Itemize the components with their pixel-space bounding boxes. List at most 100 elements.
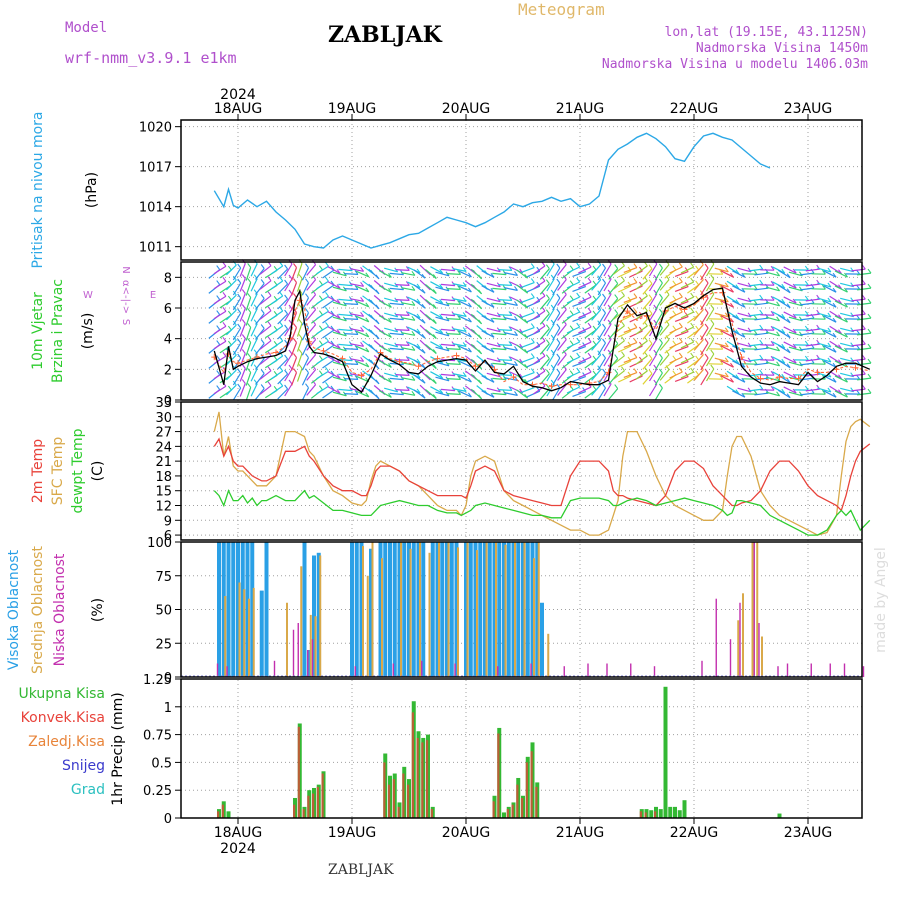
wind-barb-flag xyxy=(730,377,734,383)
wind-barb xyxy=(316,355,329,365)
wind-barb-flag xyxy=(735,359,740,365)
wind-barb xyxy=(277,268,289,280)
wind-barb xyxy=(413,329,426,339)
wind-barb-flag xyxy=(704,323,709,329)
wind-barb-flag xyxy=(439,373,444,379)
wind-barb-flag xyxy=(318,340,323,346)
wind-barb-flag xyxy=(284,369,289,375)
wind-barb xyxy=(481,390,495,398)
wind-barb xyxy=(349,388,364,392)
low-cloud-bar xyxy=(606,663,608,677)
wind-barb xyxy=(255,268,265,280)
wind-barb-flag xyxy=(719,344,724,350)
wind-barb-flag xyxy=(614,294,619,299)
wind-barb xyxy=(777,329,791,339)
mid-cloud-bar xyxy=(533,558,535,677)
wind-barb-flag xyxy=(770,265,775,271)
wind-barb xyxy=(851,328,866,332)
wind-barb-flag xyxy=(360,341,365,347)
wind-barb xyxy=(591,384,602,396)
wind-barb xyxy=(378,390,392,398)
wind-barb xyxy=(618,300,632,308)
mid-cloud-bar xyxy=(309,614,312,677)
wind-barb-flag xyxy=(562,320,567,325)
wind-barb-flag xyxy=(325,291,329,297)
wind-barb-flag xyxy=(741,347,746,353)
wind-barb xyxy=(597,282,607,296)
wind-barb-flag xyxy=(216,295,221,300)
wind-barb xyxy=(777,299,791,309)
wind-barb xyxy=(680,356,694,364)
wind-barb xyxy=(492,362,507,366)
wind-barb-flag xyxy=(614,264,619,269)
wind-barb xyxy=(642,313,653,325)
wind-barb xyxy=(239,323,246,337)
wind-barb-flag xyxy=(545,354,550,360)
wind-barb xyxy=(591,264,602,276)
wind-barb xyxy=(413,284,426,294)
wind-barb xyxy=(389,392,404,396)
wind-barb-flag xyxy=(267,306,272,312)
wind-barb-flag xyxy=(305,368,309,374)
wind-barb xyxy=(284,353,293,367)
high-cloud-bar xyxy=(525,542,530,677)
panel-cloud-frame xyxy=(180,541,863,678)
wind-barb xyxy=(705,368,715,382)
wind-barb-flag xyxy=(582,312,587,317)
wind-barb-flag xyxy=(241,379,246,384)
low-cloud-bar xyxy=(758,623,760,677)
wind-barb xyxy=(516,359,528,369)
wind-barb xyxy=(322,359,335,369)
wind-barb xyxy=(539,358,550,370)
wind-barb-flag xyxy=(562,350,567,355)
wind-barb-flag xyxy=(844,317,848,323)
wind-barb xyxy=(520,357,535,363)
wind-barb xyxy=(623,342,638,348)
wind-barb xyxy=(378,285,392,293)
mid-cloud-bar xyxy=(485,542,488,677)
low-cloud-bar xyxy=(739,602,741,677)
high-cloud-bar xyxy=(240,542,245,677)
wind-barb-flag xyxy=(838,284,842,290)
wind-barb-flag xyxy=(792,298,797,304)
wind-barb xyxy=(440,388,455,392)
wind-barb-flag xyxy=(411,285,416,291)
wind-barb-flag xyxy=(432,319,437,324)
wind-barb-flag xyxy=(786,333,791,339)
wind-barb-flag xyxy=(478,334,483,340)
wind-barb xyxy=(732,285,746,293)
temp-tick-label: 18 xyxy=(155,470,172,485)
wind-barb xyxy=(783,296,797,304)
wind-barb-flag xyxy=(587,307,592,313)
wind-barb xyxy=(430,356,443,364)
wind-barb-flag xyxy=(298,319,303,324)
wind-barb xyxy=(857,347,872,351)
high-cloud-bar xyxy=(236,542,240,677)
wind-barb-flag xyxy=(781,313,786,319)
wind-barb xyxy=(291,357,298,371)
wind-barb-flag xyxy=(786,288,791,294)
wind-barb-flag xyxy=(792,373,797,379)
wind-barb-flag xyxy=(690,337,695,343)
wind-barb-flag xyxy=(545,294,550,300)
wind-barb-flag xyxy=(508,356,513,361)
wind-barb-flag xyxy=(514,391,518,396)
bottom-date-label: 22AUG xyxy=(670,825,719,841)
wind-barb-flag xyxy=(237,263,242,269)
wind-barb-flag xyxy=(508,341,513,346)
wind-barb xyxy=(440,313,455,317)
wind-barb xyxy=(250,383,258,397)
wind-unit: (m/s) xyxy=(80,313,96,350)
wind-barb-flag xyxy=(704,308,709,314)
low-cloud-bar xyxy=(653,666,656,677)
wind-barb-flag xyxy=(545,339,550,345)
wind-barb xyxy=(503,362,518,366)
wind-barb xyxy=(659,324,670,336)
wind-barb-flag xyxy=(318,355,323,361)
wind-barb-flag xyxy=(318,295,323,301)
wind-barb-flag xyxy=(227,280,232,286)
wind-barb-flag xyxy=(592,310,597,316)
wind-barb xyxy=(680,281,694,289)
high-cloud-bar xyxy=(468,542,473,677)
high-cloud-bar xyxy=(473,542,478,677)
